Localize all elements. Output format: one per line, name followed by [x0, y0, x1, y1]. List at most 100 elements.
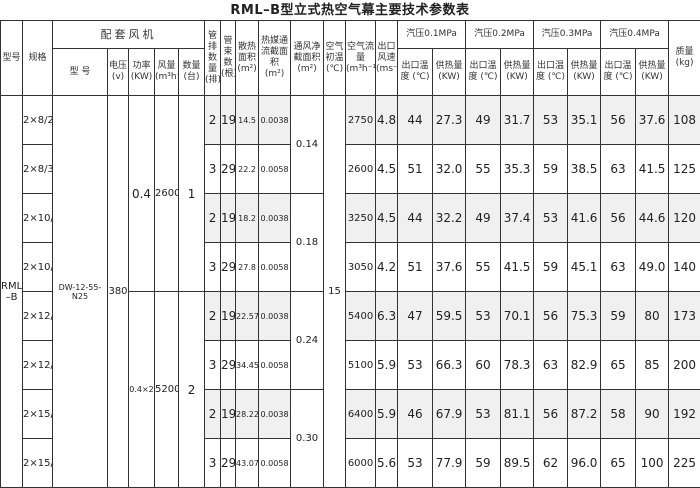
air-flow-cell: 3250 [346, 194, 376, 243]
outlet-temp-cell: 59 [466, 439, 501, 488]
header-heat-area: 散热面积 (m²) [236, 21, 259, 96]
outlet-temp-cell: 56 [534, 390, 568, 439]
heat-supply-cell: 37.6 [433, 243, 466, 292]
heat-area-cell: 14.5 [236, 96, 259, 145]
outlet-temp-cell: 46 [398, 390, 433, 439]
header-outlet-temp: 出口温度 (℃) [466, 49, 501, 96]
outlet-temp-cell: 51 [398, 243, 433, 292]
mass-cell: 192 [669, 390, 700, 439]
spec-cell: 2×10/3 [23, 243, 53, 292]
heat-supply-cell: 87.2 [568, 390, 601, 439]
medium-area-cell: 0.0038 [259, 96, 291, 145]
outlet-temp-cell: 49 [466, 96, 501, 145]
outlet-temp-cell: 49 [466, 194, 501, 243]
air-flow-cell: 3050 [346, 243, 376, 292]
header-heat-supply: 供热量 (KW) [568, 49, 601, 96]
tube-bundles-cell: 29 [221, 439, 236, 488]
outlet-temp-cell: 55 [466, 145, 501, 194]
header-air-flow: 空气流量 (m³h⁻¹) [346, 21, 376, 96]
header-vent-area: 通风净截面积 (m²) [291, 21, 324, 96]
heat-supply-cell: 100 [636, 439, 669, 488]
heat-supply-cell: 31.7 [501, 96, 534, 145]
tube-rows-cell: 2 [205, 292, 221, 341]
mass-cell: 173 [669, 292, 700, 341]
mass-cell: 125 [669, 145, 700, 194]
air-flow-cell: 5100 [346, 341, 376, 390]
outlet-temp-cell: 44 [398, 96, 433, 145]
heat-supply-cell: 41.5 [636, 145, 669, 194]
heat-supply-cell: 35.1 [568, 96, 601, 145]
outlet-temp-cell: 65 [601, 341, 636, 390]
heat-supply-cell: 44.6 [636, 194, 669, 243]
mass-cell: 120 [669, 194, 700, 243]
heat-area-cell: 22.57 [236, 292, 259, 341]
header-outlet-temp: 出口温度 (℃) [398, 49, 433, 96]
air-flow-cell: 2750 [346, 96, 376, 145]
spec-cell: 2×8/3 [23, 145, 53, 194]
outlet-temp-cell: 53 [398, 341, 433, 390]
tube-rows-cell: 3 [205, 439, 221, 488]
header-outlet-speed: 出口风速 (ms⁻¹) [376, 21, 398, 96]
tube-rows-cell: 2 [205, 96, 221, 145]
outlet-speed-cell: 4.5 [376, 194, 398, 243]
header-voltage: 电压 (v) [108, 49, 129, 96]
model-cell: RML –B [1, 96, 23, 488]
heat-supply-cell: 35.3 [501, 145, 534, 194]
voltage-cell: 380 [108, 96, 129, 488]
outlet-temp-cell: 44 [398, 194, 433, 243]
header-power: 功率 (KW) [129, 49, 155, 96]
document-title: RML–B型立式热空气幕主要技术参数表 [0, 0, 700, 20]
heat-supply-cell: 41.6 [568, 194, 601, 243]
spec-cell: 2×8/2 [23, 96, 53, 145]
airflow-cell: 2600 [155, 96, 179, 292]
tube-bundles-cell: 19 [221, 194, 236, 243]
heat-supply-cell: 66.3 [433, 341, 466, 390]
heat-supply-cell: 82.9 [568, 341, 601, 390]
header-air-init-temp: 空气初温 (℃) [324, 21, 346, 96]
mass-cell: 140 [669, 243, 700, 292]
heat-supply-cell: 49.0 [636, 243, 669, 292]
outlet-speed-cell: 5.9 [376, 390, 398, 439]
outlet-temp-cell: 53 [466, 292, 501, 341]
outlet-temp-cell: 51 [398, 145, 433, 194]
header-heat-supply: 供热量 (KW) [501, 49, 534, 96]
tube-rows-cell: 2 [205, 194, 221, 243]
header-mass: 质量 (kg) [669, 21, 700, 96]
heat-supply-cell: 80 [636, 292, 669, 341]
heat-supply-cell: 85 [636, 341, 669, 390]
medium-area-cell: 0.0038 [259, 390, 291, 439]
vent-area-cell: 0.30 [291, 390, 324, 488]
header-model: 型号 [1, 21, 23, 96]
air-flow-cell: 2600 [346, 145, 376, 194]
spec-cell: 2×12/2 [23, 292, 53, 341]
header-outlet-temp: 出口温度 (℃) [534, 49, 568, 96]
outlet-temp-cell: 63 [601, 145, 636, 194]
heat-supply-cell: 89.5 [501, 439, 534, 488]
spec-cell: 2×10/2 [23, 194, 53, 243]
header-pressure-4: 汽压0.4MPa [601, 21, 669, 49]
outlet-temp-cell: 56 [534, 292, 568, 341]
outlet-speed-cell: 5.6 [376, 439, 398, 488]
qty-cell: 1 [179, 96, 205, 292]
tube-bundles-cell: 19 [221, 292, 236, 341]
medium-area-cell: 0.0058 [259, 243, 291, 292]
medium-area-cell: 0.0058 [259, 145, 291, 194]
qty-cell: 2 [179, 292, 205, 488]
heat-supply-cell: 75.3 [568, 292, 601, 341]
medium-area-cell: 0.0038 [259, 194, 291, 243]
vent-area-cell: 0.24 [291, 292, 324, 390]
heat-supply-cell: 96.0 [568, 439, 601, 488]
heat-supply-cell: 78.3 [501, 341, 534, 390]
heat-supply-cell: 81.1 [501, 390, 534, 439]
outlet-speed-cell: 4.2 [376, 243, 398, 292]
header-qty: 数量 (台) [179, 49, 205, 96]
power-cell: 0.4 [129, 96, 155, 292]
tube-bundles-cell: 29 [221, 341, 236, 390]
mass-cell: 108 [669, 96, 700, 145]
vent-area-cell: 0.14 [291, 96, 324, 194]
heat-supply-cell: 37.6 [636, 96, 669, 145]
tube-rows-cell: 2 [205, 390, 221, 439]
outlet-speed-cell: 4.8 [376, 96, 398, 145]
